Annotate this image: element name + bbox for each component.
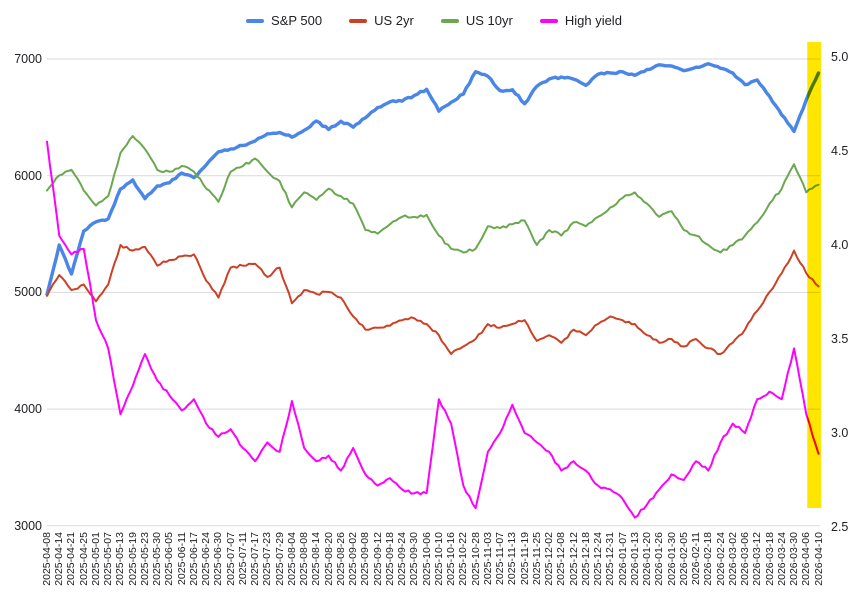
x-axis-tick: 2025-12-18 <box>579 532 592 586</box>
x-axis-tick: 2026-01-26 <box>653 532 666 586</box>
x-axis-tick: 2025-09-24 <box>396 532 409 586</box>
x-axis-tick: 2025-05-13 <box>114 532 127 586</box>
x-axis-tick: 2025-04-14 <box>53 532 66 586</box>
legend-label: US 10yr <box>465 13 513 28</box>
x-axis-tick: 2025-04-08 <box>41 532 53 586</box>
x-axis-tick: 2025-07-17 <box>249 532 262 586</box>
x-axis-tick: 2026-03-24 <box>775 532 788 586</box>
x-axis-tick: 2026-03-12 <box>751 532 764 586</box>
x-axis-tick: 2025-05-01 <box>89 532 102 586</box>
x-axis-tick: 2025-06-17 <box>187 532 200 586</box>
legend-item-high-yield: High yield <box>539 13 622 28</box>
x-axis-tick: 2025-07-11 <box>236 532 249 585</box>
y-axis-right-tick: 3.0 <box>831 426 849 440</box>
x-axis-tick: 2025-10-28 <box>469 532 482 586</box>
x-axis-tick: 2026-03-02 <box>726 532 739 586</box>
x-axis-tick: 2025-08-26 <box>334 532 347 586</box>
x-axis-tick: 2025-06-11 <box>175 532 188 585</box>
x-axis-tick: 2025-06-05 <box>163 532 176 586</box>
x-axis-tick: 2025-08-20 <box>322 532 335 586</box>
x-axis-tick: 2025-05-30 <box>151 532 164 586</box>
x-axis-tick: 2025-09-08 <box>359 532 372 586</box>
legend-item-us-10yr: US 10yr <box>440 13 513 28</box>
x-axis-tick: 2025-10-10 <box>432 532 445 586</box>
x-axis-tick: 2025-09-12 <box>371 532 384 586</box>
x-axis-tick: 2026-02-24 <box>714 532 727 586</box>
x-axis-tick: 2025-12-31 <box>604 532 617 586</box>
y-axis-right-tick: 4.0 <box>831 238 849 252</box>
x-axis-tick: 2025-04-21 <box>65 532 78 586</box>
chart-legend: S&P 500 US 2yr US 10yr High yield <box>0 13 868 28</box>
legend-item-s-p-500: S&P 500 <box>246 13 322 28</box>
x-axis-tick: 2025-11-19 <box>518 532 531 585</box>
x-axis-tick: 2026-01-20 <box>641 532 654 586</box>
legend-label: High yield <box>564 13 622 28</box>
x-axis-tick: 2025-07-23 <box>261 532 274 586</box>
x-axis-tick: 2026-01-30 <box>665 532 678 586</box>
y-axis-left-tick: 7000 <box>14 52 42 66</box>
x-axis-tick: 2026-02-18 <box>702 532 715 586</box>
series-line-s-p-500 <box>45 62 821 297</box>
x-axis-tick: 2025-08-04 <box>285 532 298 586</box>
y-axis-left-tick: 4000 <box>14 402 42 417</box>
x-axis-tick: 2025-11-03 <box>481 532 494 585</box>
x-axis-tick: 2025-11-13 <box>506 532 519 585</box>
y-axis-right-tick: 3.5 <box>831 332 849 346</box>
x-axis-tick: 2026-02-05 <box>677 532 690 586</box>
x-axis-tick: 2026-03-18 <box>763 532 776 586</box>
x-axis-tick: 2025-10-06 <box>420 532 433 586</box>
legend-swatch-icon <box>539 18 558 23</box>
x-axis-tick: 2025-12-24 <box>592 532 605 586</box>
x-axis-tick: 2025-06-24 <box>200 532 213 586</box>
x-axis-tick: 2025-05-19 <box>126 532 139 586</box>
y-axis-right-tick: 4.5 <box>831 144 849 158</box>
x-axis-tick: 2025-04-25 <box>77 532 90 586</box>
x-axis-tick: 2025-09-18 <box>383 532 396 586</box>
x-axis-tick: 2026-02-11 <box>690 532 703 585</box>
x-axis-tick: 2025-08-08 <box>298 532 311 586</box>
x-axis-tick: 2025-12-02 <box>543 532 556 586</box>
y-axis-left-tick: 3000 <box>14 518 42 533</box>
y-axis-right-tick: 5.0 <box>831 50 849 64</box>
x-axis-tick: 2025-05-07 <box>102 532 115 586</box>
highlight-band <box>807 42 821 508</box>
x-axis-tick: 2025-07-29 <box>273 532 286 586</box>
series-line-high-yield <box>46 140 820 519</box>
x-axis-tick: 2025-12-08 <box>555 532 568 586</box>
x-axis-tick: 2025-05-23 <box>138 532 151 586</box>
x-axis-tick: 2025-10-16 <box>445 532 458 586</box>
legend-swatch-icon <box>349 18 368 23</box>
series-line-us-10yr <box>46 135 820 254</box>
x-axis-tick: 2026-03-30 <box>788 532 800 586</box>
x-axis-tick: 2025-12-12 <box>567 532 580 586</box>
y-axis-left-tick: 5000 <box>14 285 42 300</box>
x-axis-tick: 2025-09-02 <box>347 532 360 586</box>
legend-label: S&P 500 <box>271 13 323 28</box>
x-axis-tick: 2025-09-30 <box>408 532 421 586</box>
x-axis-tick: 2025-11-07 <box>494 532 507 585</box>
x-axis-tick: 2025-06-30 <box>212 532 225 586</box>
x-axis-tick: 2025-07-07 <box>224 532 237 586</box>
x-axis-tick: 2026-04-06 <box>800 532 813 586</box>
x-axis-tick: 2026-01-07 <box>616 532 629 586</box>
legend-item-us-2yr: US 2yr <box>349 13 414 28</box>
x-axis-tick: 2026-03-06 <box>739 532 752 586</box>
legend-swatch-icon <box>246 18 265 23</box>
x-axis-tick: 2026-04-10 <box>812 532 825 586</box>
series-line-us-2yr <box>46 244 820 355</box>
x-axis-tick: 2026-01-13 <box>628 532 641 586</box>
legend-label: US 2yr <box>374 13 414 28</box>
y-axis-right-tick: 2.5 <box>831 520 849 534</box>
x-axis-tick: 2025-08-14 <box>310 532 323 586</box>
x-axis-tick: 2025-10-22 <box>457 532 470 586</box>
y-axis-left-tick: 6000 <box>14 168 42 183</box>
x-axis-tick: 2025-11-25 <box>530 532 543 585</box>
legend-swatch-icon <box>440 18 459 23</box>
